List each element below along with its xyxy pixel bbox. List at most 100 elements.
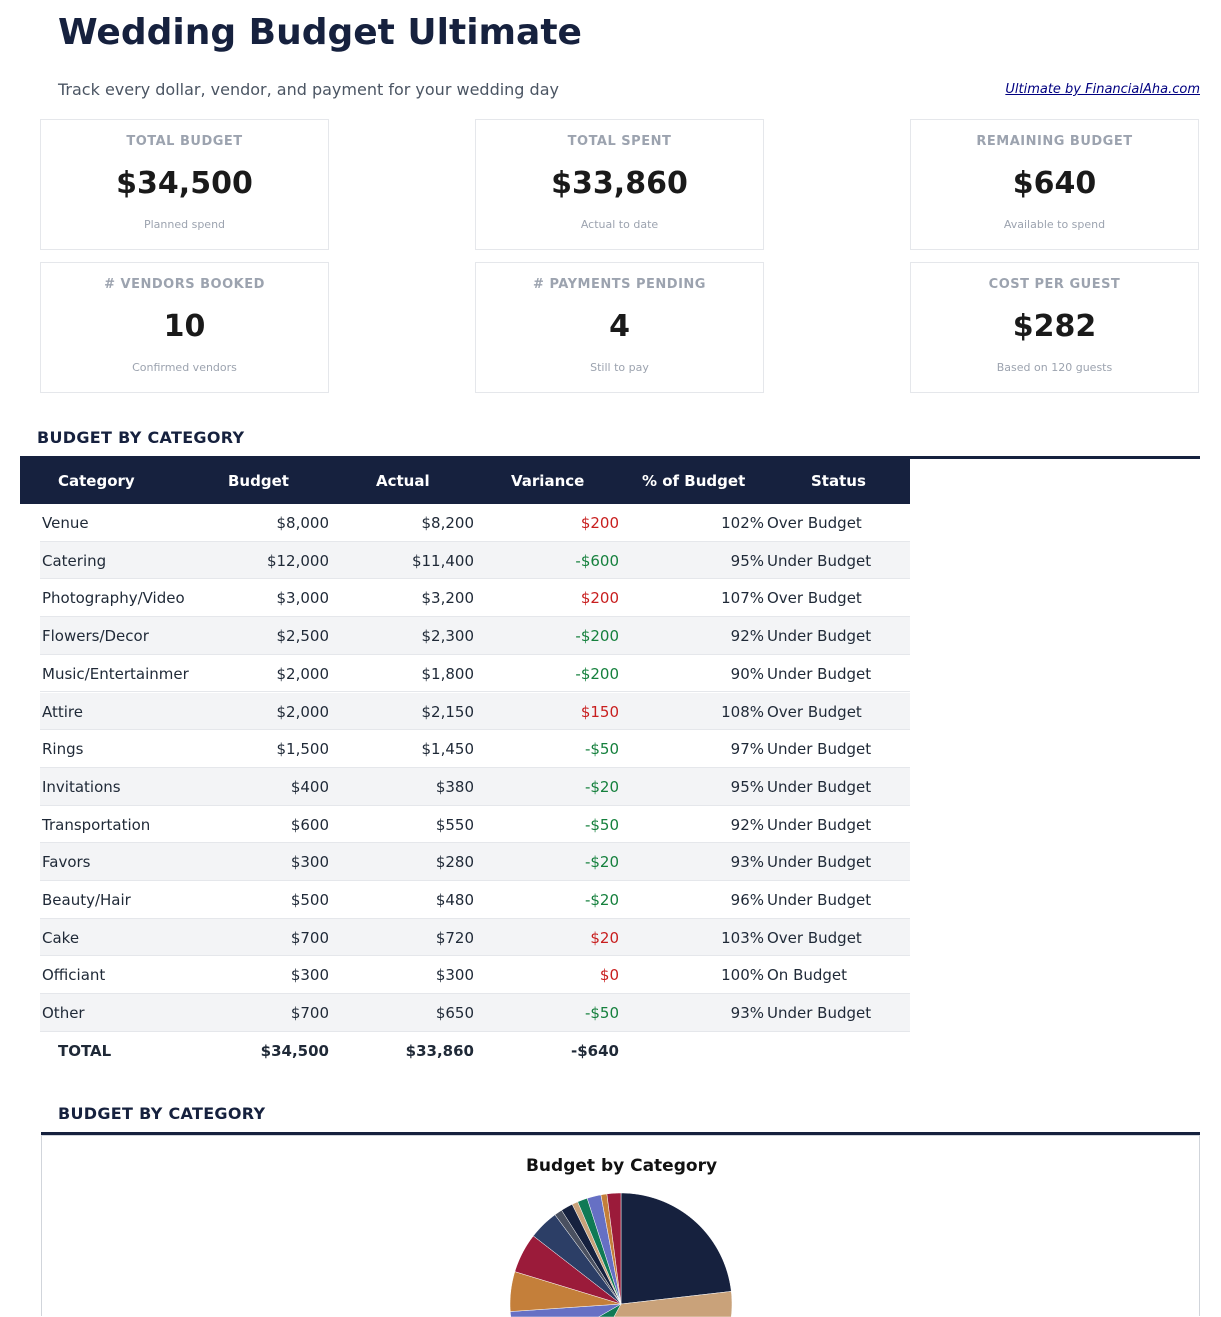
kpi-value: $34,500 — [116, 166, 253, 201]
cell-variance: -$200 — [575, 664, 619, 683]
cell-pct: 95% — [730, 777, 764, 796]
cell-pct: 108% — [721, 702, 764, 721]
cell-status: Under Budget — [767, 815, 872, 834]
cell-pct: 92% — [730, 815, 764, 834]
cell-category: Officiant — [42, 966, 106, 985]
table-section-title: BUDGET BY CATEGORY — [37, 428, 245, 447]
cell-variance: -$200 — [575, 627, 619, 646]
cell-budget: $2,000 — [276, 664, 330, 683]
kpi-card: COST PER GUEST $282 Based on 120 guests — [910, 262, 1199, 393]
table-header: Category Budget Actual Variance % of Bud… — [20, 458, 910, 504]
table-row[interactable]: Cake $700 $720 $20 103% Over Budget — [40, 918, 910, 957]
cell-actual: $300 — [435, 966, 474, 985]
kpi-card: # VENDORS BOOKED 10 Confirmed vendors — [40, 262, 329, 393]
kpi-label: REMAINING BUDGET — [976, 134, 1133, 149]
cell-variance: $200 — [580, 589, 619, 608]
kpi-caption: Still to pay — [590, 361, 649, 374]
cell-status: Under Budget — [767, 664, 872, 683]
divider — [20, 456, 1200, 459]
kpi-caption: Actual to date — [580, 218, 659, 231]
cell-status: Under Budget — [767, 853, 872, 872]
kpi-label: TOTAL SPENT — [567, 134, 672, 149]
cell-budget: $400 — [290, 777, 329, 796]
cell-status: On Budget — [767, 966, 848, 985]
kpi-value: $640 — [1012, 166, 1097, 201]
cell-actual: $650 — [435, 1004, 474, 1023]
chart-title: Budget by Category — [525, 1156, 718, 1176]
kpi-card: TOTAL BUDGET $34,500 Planned spend — [40, 119, 329, 250]
cell-category: Flowers/Decor — [42, 627, 149, 646]
table-row[interactable]: Officiant $300 $300 $0 100% On Budget — [40, 956, 910, 995]
col-category[interactable]: Category — [58, 472, 135, 490]
col-actual[interactable]: Actual — [376, 472, 430, 490]
cell-budget: $700 — [290, 928, 329, 947]
table-row[interactable]: Invitations $400 $380 -$20 95% Under Bud… — [40, 767, 910, 806]
col-variance[interactable]: Variance — [511, 472, 585, 490]
cell-actual: $1,450 — [421, 740, 475, 759]
total-label: TOTAL — [58, 1041, 112, 1060]
cell-budget: $8,000 — [276, 514, 330, 532]
cell-budget: $500 — [290, 891, 329, 909]
cell-status: Over Budget — [767, 514, 862, 532]
table-row[interactable]: Other $700 $650 -$50 93% Under Budget — [40, 994, 910, 1032]
cell-variance: $150 — [580, 702, 619, 721]
cell-actual: $380 — [435, 777, 474, 796]
cell-status: Over Budget — [767, 589, 862, 608]
kpi-card: TOTAL SPENT $33,860 Actual to date — [475, 119, 764, 250]
kpi-card: REMAINING BUDGET $640 Available to spend — [910, 119, 1199, 250]
cell-pct: 90% — [730, 664, 764, 683]
kpi-value: 4 — [609, 309, 630, 344]
table-row[interactable]: Beauty/Hair $500 $480 -$20 96% Under Bud… — [40, 881, 910, 919]
table-row[interactable]: Flowers/Decor $2,500 $2,300 -$200 92% Un… — [40, 617, 910, 655]
cell-category: Favors — [42, 853, 91, 872]
pie-slice-music-entertainmer — [509, 1271, 622, 1312]
pie-slice-venue — [620, 1192, 732, 1305]
cell-budget: $2,500 — [276, 627, 330, 646]
cell-category: Beauty/Hair — [42, 891, 131, 909]
cell-variance: -$20 — [584, 891, 619, 909]
table-row[interactable]: Transportation $600 $550 -$50 92% Under … — [40, 806, 910, 844]
cell-category: Attire — [42, 702, 83, 721]
cell-actual: $480 — [435, 891, 474, 909]
cell-variance: -$50 — [584, 740, 619, 759]
table-row[interactable]: Venue $8,000 $8,200 $200 102% Over Budge… — [40, 504, 910, 542]
cell-actual: $550 — [435, 815, 474, 834]
cell-actual: $3,200 — [421, 589, 475, 608]
cell-pct: 97% — [730, 740, 764, 759]
cell-category: Photography/Video — [42, 589, 185, 608]
chart-panel: Budget by Category — [41, 1135, 1200, 1317]
cell-status: Under Budget — [767, 740, 872, 759]
table-row[interactable]: Rings $1,500 $1,450 -$50 97% Under Budge… — [40, 730, 910, 768]
table-row[interactable]: Photography/Video $3,000 $3,200 $200 107… — [40, 579, 910, 618]
cell-category: Cake — [42, 928, 80, 947]
cell-pct: 95% — [730, 551, 764, 570]
table-row[interactable]: Favors $300 $280 -$20 93% Under Budget — [40, 843, 910, 881]
col-pct-budget[interactable]: % of Budget — [642, 472, 746, 490]
kpi-label: # PAYMENTS PENDING — [533, 277, 706, 292]
table-row[interactable]: Attire $2,000 $2,150 $150 108% Over Budg… — [40, 692, 910, 731]
table-row[interactable]: Music/Entertainmer $2,000 $1,800 -$200 9… — [40, 655, 910, 693]
kpi-value: $33,860 — [551, 166, 688, 201]
table-row[interactable]: Catering $12,000 $11,400 -$600 95% Under… — [40, 541, 910, 580]
cell-budget: $300 — [290, 966, 329, 985]
cell-pct: 102% — [721, 514, 764, 532]
cell-pct: 93% — [730, 1004, 764, 1023]
cell-budget: $300 — [290, 853, 329, 872]
cell-actual: $2,300 — [421, 627, 475, 646]
col-budget[interactable]: Budget — [228, 472, 289, 490]
cell-pct: 103% — [721, 928, 764, 947]
page-subtitle: Track every dollar, vendor, and payment … — [58, 80, 559, 99]
cell-status: Under Budget — [767, 891, 872, 909]
cell-category: Venue — [42, 514, 89, 532]
cell-category: Catering — [42, 551, 107, 570]
cell-pct: 96% — [730, 891, 764, 909]
cell-status: Under Budget — [767, 1004, 872, 1023]
pie-slice-other — [606, 1192, 622, 1305]
total-variance: -$640 — [571, 1041, 619, 1060]
kpi-caption: Available to spend — [1003, 218, 1106, 231]
brand-link[interactable]: Ultimate by FinancialAha.com — [1005, 82, 1200, 97]
cell-actual: $1,800 — [421, 664, 475, 683]
kpi-card: # PAYMENTS PENDING 4 Still to pay — [475, 262, 764, 393]
cell-category: Rings — [42, 740, 84, 759]
col-status[interactable]: Status — [811, 472, 866, 490]
